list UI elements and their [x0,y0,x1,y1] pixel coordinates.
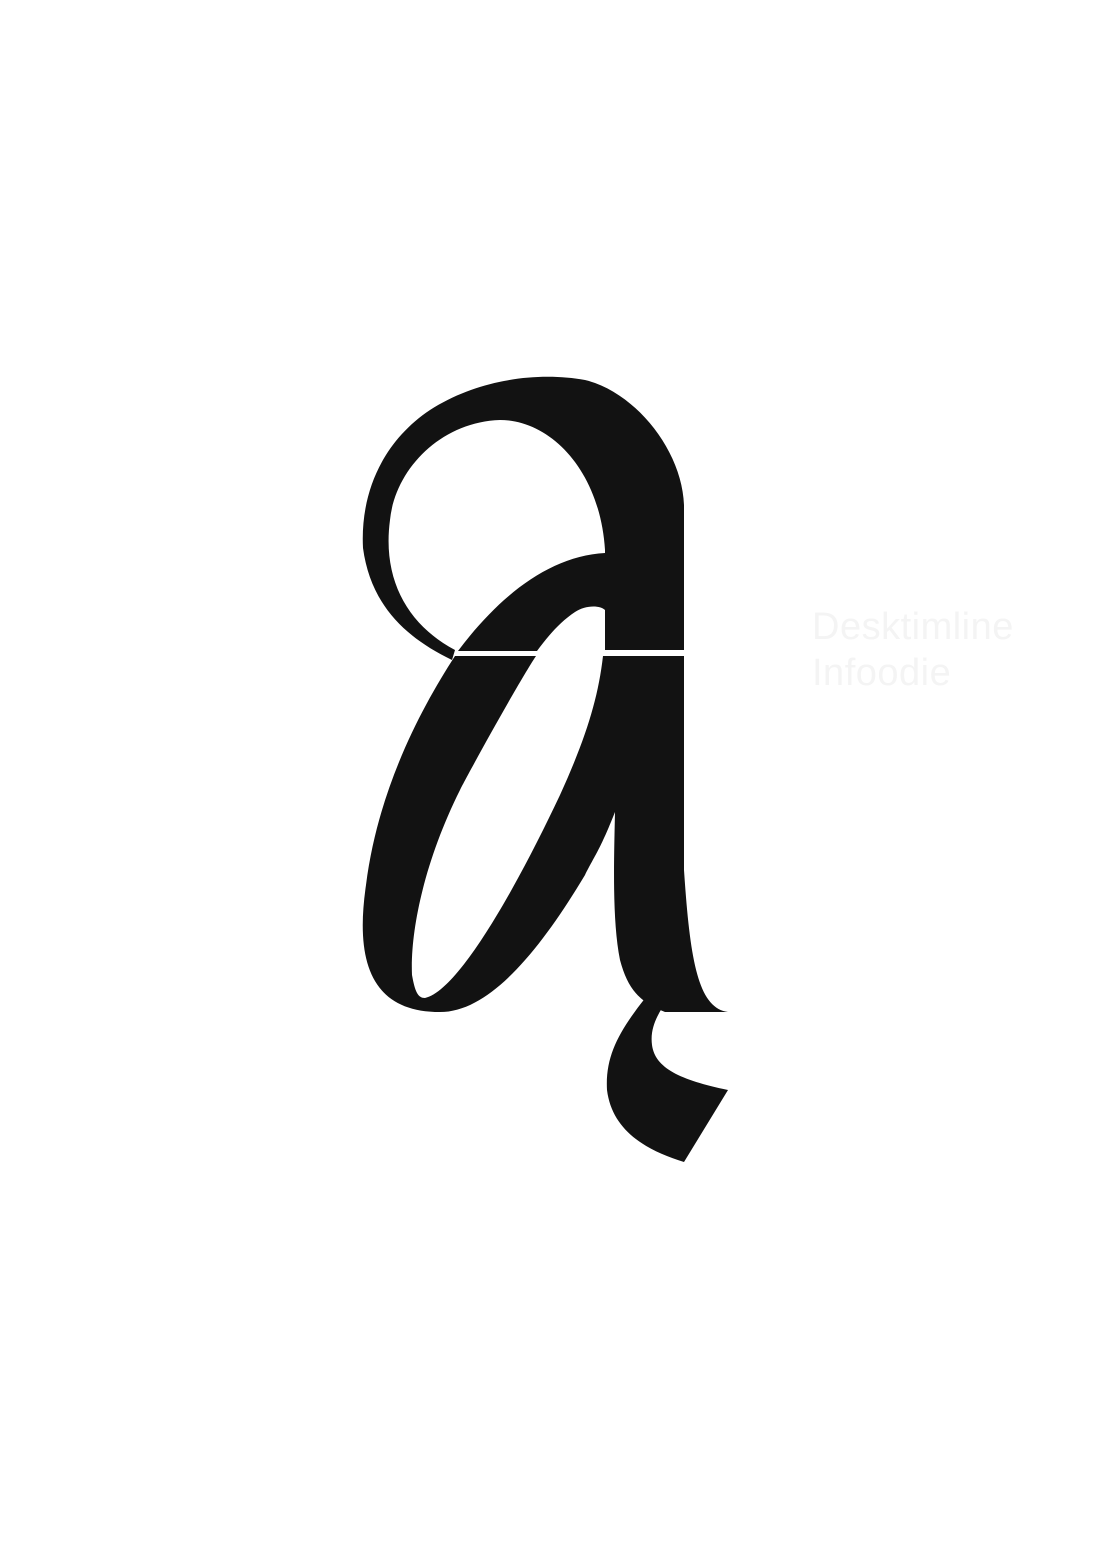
glyph-upper-bowl [362,376,684,660]
watermark-text: Desktimline Infoodie [812,604,1072,696]
watermark-line-1: Desktimline [812,606,1014,648]
glyph-join-stroke [458,553,605,651]
glyph-tail [606,997,728,1162]
watermark-line-2: Infoodie [812,652,952,694]
glyph-shapes [362,376,728,1162]
glyph-left-loop [362,656,728,1012]
